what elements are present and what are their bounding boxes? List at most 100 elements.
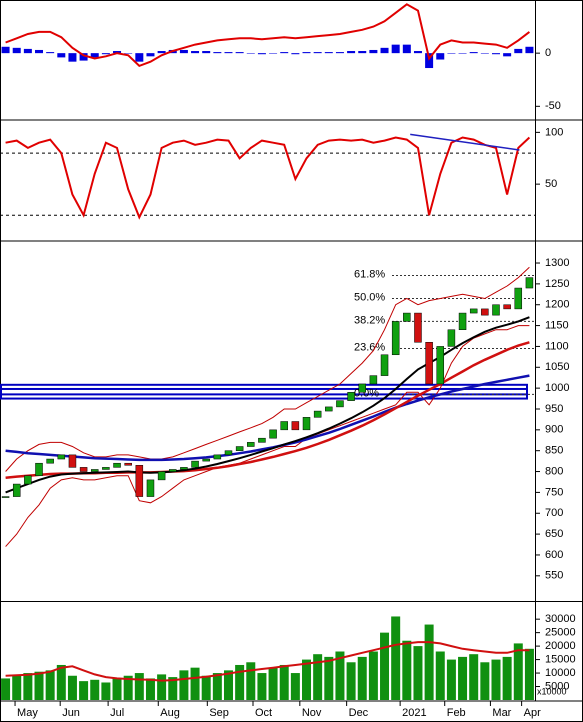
candle: [302, 417, 311, 431]
volume-bar: [168, 677, 178, 700]
candle: [358, 383, 366, 393]
macd-bar: [235, 52, 244, 54]
volume-bar: [190, 667, 200, 700]
fib-label: 23.6%: [354, 341, 385, 353]
candle: [135, 465, 144, 497]
candle: [380, 354, 389, 376]
volume-bar: [380, 632, 390, 700]
candle: [169, 469, 177, 472]
macd-bar: [191, 51, 200, 54]
volume-bar: [246, 662, 256, 700]
volume-bar: [112, 678, 122, 700]
macd-bar: [436, 53, 445, 60]
candle: [313, 410, 322, 418]
macd-bar: [257, 53, 266, 55]
volume-bar: [157, 674, 167, 700]
macd-bar: [380, 47, 389, 54]
macd-bar: [514, 48, 523, 54]
volume-bar: [45, 670, 55, 700]
volume-bar: [101, 682, 111, 700]
macd-bar: [179, 49, 188, 54]
macd-bar: [269, 53, 278, 54]
macd-bar: [35, 49, 44, 54]
candle: [414, 312, 422, 343]
x-tick-label: Oct: [255, 707, 272, 719]
macd-bar: [458, 53, 467, 54]
fib-label: 50.0%: [354, 291, 385, 303]
y-tick-label: 100: [545, 126, 563, 138]
volume-bar: [302, 659, 312, 700]
candle: [57, 454, 66, 460]
candle: [124, 462, 132, 466]
y-tick-label: 750: [545, 486, 563, 498]
x-tick-label: May: [17, 707, 38, 719]
volume-bar: [413, 646, 423, 700]
x-tick-label: Jul: [110, 707, 124, 719]
macd-bar: [1, 46, 10, 54]
candle: [247, 442, 255, 447]
macd-bar: [124, 53, 133, 54]
macd-bar: [46, 52, 55, 54]
candle: [213, 454, 222, 460]
candle: [347, 392, 355, 401]
volume-bar: [290, 673, 300, 700]
volume-bar: [313, 654, 323, 700]
x-tick-label: Mar: [492, 707, 511, 719]
y-tick-label: 1200: [545, 299, 569, 311]
macd-line: [5, 3, 531, 68]
candle: [369, 375, 378, 385]
candle: [235, 446, 244, 451]
candle: [391, 321, 400, 356]
support-zone: [0, 387, 528, 400]
volume-bar: [123, 675, 133, 700]
candle: [514, 287, 523, 310]
y-tick-label: 700: [545, 507, 563, 519]
volume-bar: [357, 656, 367, 700]
volume-bar: [480, 662, 490, 700]
x-tick-label: Nov: [302, 707, 322, 719]
y-tick-label: 550: [545, 570, 563, 582]
x-tick-label: Dec: [349, 707, 369, 719]
y-tick-label: 1100: [545, 340, 569, 352]
macd-bar: [12, 47, 21, 54]
y-tick-label: 10000: [545, 667, 576, 679]
candle: [224, 450, 233, 456]
y-tick-label: 850: [545, 445, 563, 457]
volume-bar: [223, 670, 233, 700]
volume-bar: [235, 664, 245, 700]
macd-bar: [324, 52, 333, 54]
volume-bar: [324, 656, 334, 700]
fib-label: 61.8%: [354, 268, 385, 280]
x-tick-label: Aug: [160, 707, 180, 719]
volume-bar: [335, 651, 345, 700]
macd-bar: [135, 53, 144, 62]
macd-bar: [425, 53, 434, 69]
candle: [90, 469, 99, 472]
stoch-line: [5, 136, 531, 220]
y-tick-label: 800: [545, 465, 563, 477]
macd-bar: [57, 53, 66, 58]
volume-bar: [279, 664, 289, 700]
macd-bar: [157, 51, 166, 54]
candle: [425, 342, 433, 385]
volume-bar: [458, 656, 468, 700]
macd-bar: [90, 53, 99, 58]
volume-bar: [34, 671, 44, 700]
volume-bar: [346, 662, 356, 700]
x-tick-label: Apr: [524, 707, 541, 719]
volume-bar: [67, 675, 77, 700]
price-line: [5, 374, 530, 462]
volume-bar: [179, 670, 189, 700]
volume-unit: x10000: [537, 686, 567, 696]
volume-bar: [79, 681, 89, 700]
volume-bar: [23, 673, 33, 700]
y-tick-label: 650: [545, 528, 563, 540]
macd-bar: [525, 46, 534, 54]
candle: [191, 460, 199, 468]
volume-bar: [90, 679, 100, 700]
y-tick-label: 1250: [545, 278, 569, 290]
volume-bar: [469, 654, 479, 700]
macd-bar: [413, 51, 422, 54]
volume-bar: [424, 624, 434, 700]
candle: [12, 483, 21, 497]
